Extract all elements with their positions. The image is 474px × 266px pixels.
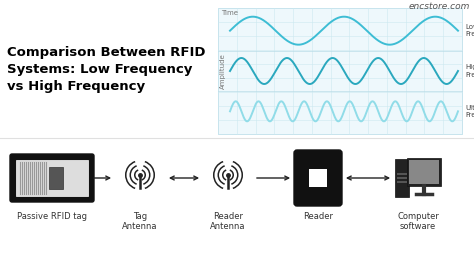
FancyBboxPatch shape [16, 160, 88, 196]
FancyBboxPatch shape [397, 177, 407, 179]
Text: Reader
Antenna: Reader Antenna [210, 212, 246, 231]
FancyBboxPatch shape [407, 158, 441, 186]
Text: Time: Time [221, 10, 238, 16]
Text: Reader: Reader [303, 212, 333, 221]
Text: Ultra-high
Frequency: Ultra-high Frequency [465, 105, 474, 118]
Text: Amplitude: Amplitude [220, 53, 226, 89]
FancyBboxPatch shape [10, 154, 94, 202]
FancyBboxPatch shape [49, 167, 63, 189]
Text: Systems: Low Frequency: Systems: Low Frequency [7, 63, 192, 76]
FancyBboxPatch shape [397, 173, 407, 175]
FancyBboxPatch shape [218, 8, 462, 134]
Text: High
Frequency: High Frequency [465, 64, 474, 77]
Text: Tag
Antenna: Tag Antenna [122, 212, 158, 231]
FancyBboxPatch shape [397, 181, 407, 183]
Text: encstore.com: encstore.com [409, 2, 470, 11]
Text: vs High Frequency: vs High Frequency [7, 80, 145, 93]
FancyBboxPatch shape [294, 150, 342, 206]
Text: Low
Frequency: Low Frequency [465, 24, 474, 37]
FancyBboxPatch shape [409, 160, 439, 184]
FancyBboxPatch shape [395, 159, 409, 197]
Text: Comparison Between RFID: Comparison Between RFID [7, 46, 206, 59]
Text: Computer
software: Computer software [397, 212, 439, 231]
Text: Passive RFID tag: Passive RFID tag [17, 212, 87, 221]
FancyBboxPatch shape [309, 169, 327, 187]
